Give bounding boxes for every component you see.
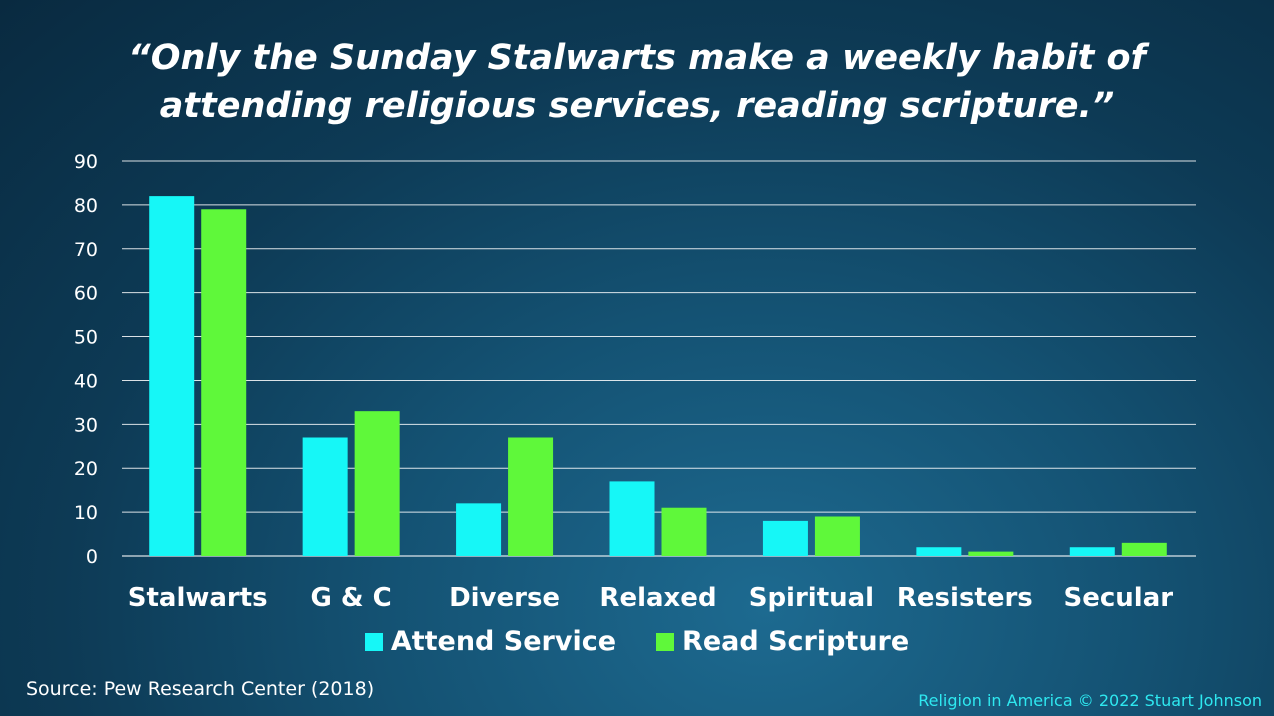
bar-attend-6 <box>1069 547 1115 556</box>
category-label: Secular <box>1064 583 1174 613</box>
y-tick-label: 10 <box>74 502 98 524</box>
bar-attend-2 <box>456 503 502 556</box>
bar-attend-4 <box>762 520 808 556</box>
source-note: Source: Pew Research Center (2018) <box>26 678 375 700</box>
title-line-1: “Only the Sunday Stalwarts make a weekly… <box>128 38 1146 78</box>
bar-read-3 <box>661 507 707 556</box>
legend-label-read: Read Scripture <box>682 626 910 657</box>
y-tick-label: 20 <box>74 458 98 480</box>
bar-attend-5 <box>916 547 962 556</box>
legend-swatch-read <box>656 632 675 651</box>
bar-attend-3 <box>609 481 655 556</box>
chart-title: “Only the Sunday Stalwarts make a weekly… <box>0 34 1274 130</box>
y-tick-label: 40 <box>74 370 98 392</box>
bar-read-5 <box>968 551 1014 556</box>
bar-read-2 <box>508 437 554 556</box>
category-label: G & C <box>311 583 392 613</box>
bar-read-1 <box>354 411 400 556</box>
category-label: Spiritual <box>749 583 874 613</box>
y-tick-label: 70 <box>74 239 98 261</box>
bar-attend-1 <box>302 437 348 556</box>
gridlines <box>122 160 1196 557</box>
y-tick-label: 30 <box>74 414 98 436</box>
bars <box>149 196 1167 556</box>
y-axis-ticks: 0 10 20 30 40 50 60 70 80 90 <box>74 151 98 568</box>
legend: Attend Service Read Scripture <box>0 626 1274 657</box>
title-line-2: attending religious services, reading sc… <box>159 86 1115 126</box>
y-tick-label: 60 <box>74 283 98 305</box>
category-label: Relaxed <box>599 583 716 613</box>
legend-item-read: Read Scripture <box>656 626 909 657</box>
y-tick-label: 80 <box>74 195 98 217</box>
y-tick-label: 50 <box>74 327 98 349</box>
bar-read-0 <box>201 209 247 556</box>
category-label: Diverse <box>449 583 560 613</box>
legend-swatch-attend <box>364 632 383 651</box>
y-tick-label: 90 <box>74 151 98 173</box>
category-label: Stalwarts <box>128 583 268 613</box>
legend-label-attend: Attend Service <box>390 626 617 657</box>
credit-note: Religion in America © 2022 Stuart Johnso… <box>918 691 1262 710</box>
bar-read-4 <box>814 516 860 556</box>
bar-read-6 <box>1121 542 1167 556</box>
category-label: Resisters <box>897 583 1033 613</box>
legend-item-attend: Attend Service <box>364 626 617 657</box>
x-axis-categories: Stalwarts G & C Diverse Relaxed Spiritual Res… <box>128 583 1173 613</box>
bar-attend-0 <box>149 196 195 556</box>
y-tick-label: 0 <box>86 546 98 568</box>
